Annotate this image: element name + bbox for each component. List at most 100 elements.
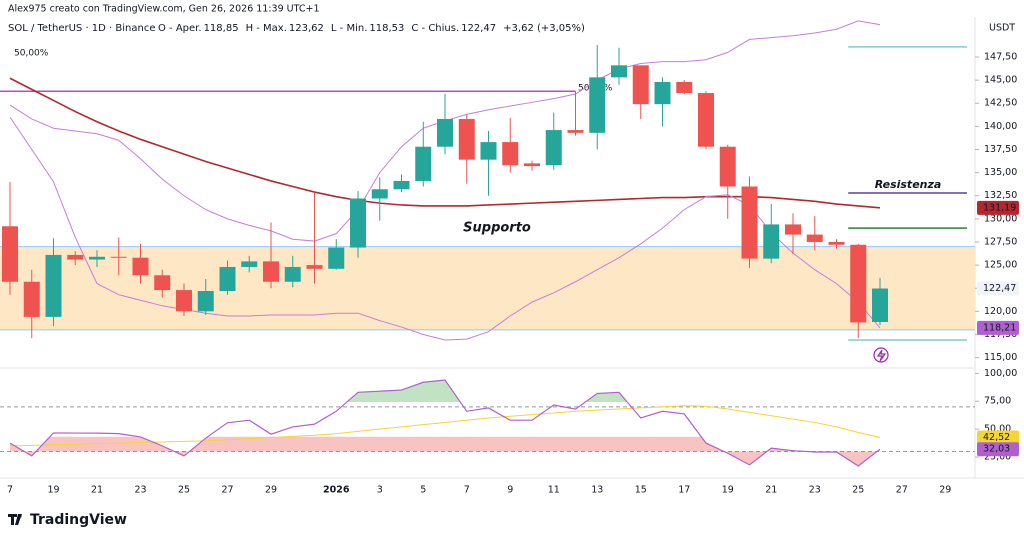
candle-body: [611, 65, 627, 78]
y-tick-label: 145,00: [984, 75, 1017, 86]
candle-body: [23, 281, 40, 317]
rsi-oversold-fill: [10, 436, 880, 466]
x-tick-label: 7: [464, 485, 470, 496]
legend-label: O - Aper.: [158, 23, 202, 34]
candle-body: [263, 261, 279, 282]
rsi-tick-label: 100,00: [984, 368, 1017, 379]
price-badge-label: 42,52: [983, 432, 1010, 443]
candle-body: [306, 265, 323, 269]
legend-label: H - Max.: [246, 23, 287, 34]
price-badge: [977, 442, 1019, 457]
y-tick-label: 142,50: [984, 98, 1017, 109]
candle-body: [828, 241, 845, 245]
x-tick-label: 2026: [323, 485, 350, 496]
rsi-ma-line: [9, 405, 881, 447]
candle-body: [545, 130, 562, 166]
y-tick-label: 115,00: [984, 352, 1017, 363]
x-tick-label: 23: [134, 485, 146, 496]
candle-body: [371, 189, 388, 199]
y-tick-label: 135,00: [984, 167, 1017, 178]
candle-body: [763, 224, 780, 259]
candle-body: [698, 93, 714, 147]
x-tick-label: 21: [765, 485, 777, 496]
candle-body: [502, 142, 519, 166]
x-tick-label: 7: [7, 485, 13, 496]
candle-body: [132, 257, 149, 276]
rsi-line: [9, 379, 881, 467]
price-badge-label: 118,21: [983, 322, 1016, 333]
zone-label: Supporto: [463, 221, 531, 236]
candle-body: [350, 198, 366, 248]
currency: USDT: [989, 23, 1015, 34]
fib-label: 50,00%: [14, 49, 49, 59]
candle-body: [219, 266, 236, 292]
y-tick-label: 125,00: [984, 260, 1017, 271]
logo-text: TradingView: [30, 512, 127, 528]
indicator-line: [9, 77, 881, 209]
candle-body: [154, 275, 171, 291]
candle-body: [480, 142, 497, 160]
x-tick-label: 27: [896, 485, 908, 496]
y-tick-label: 130,00: [984, 213, 1017, 224]
candle-body: [872, 288, 888, 322]
alert-icon[interactable]: [873, 347, 889, 363]
price-badge-label: 122,47: [983, 283, 1016, 294]
x-tick-label: 27: [221, 485, 233, 496]
candle-body: [89, 256, 105, 260]
candle-body: [654, 81, 671, 105]
x-tick-label: 13: [591, 485, 603, 496]
x-tick-label: 15: [635, 485, 647, 496]
y-tick-label: 147,50: [984, 51, 1017, 62]
rsi-tick-label: 50,00: [984, 424, 1011, 435]
x-tick-label: 5: [420, 485, 426, 496]
legend-text: SOL / TetherUS · 1D · Binance: [8, 23, 156, 34]
price-badge: [977, 430, 1019, 445]
candle-body: [110, 256, 127, 258]
candle-body: [676, 81, 693, 94]
candle-body: [328, 247, 345, 269]
x-tick-label: 29: [265, 485, 277, 496]
x-tick-label: 29: [939, 485, 951, 496]
x-tick-label: 11: [548, 485, 560, 496]
candle-body: [415, 146, 432, 181]
candle-body: [284, 266, 301, 282]
candle-body: [393, 180, 410, 190]
legend-value: 123,62: [289, 23, 324, 34]
level-label: Resistenza: [875, 178, 942, 191]
x-tick-label: 3: [377, 485, 383, 496]
legend-value: 118,53: [369, 23, 404, 34]
legend-value: 118,85: [204, 23, 239, 34]
x-tick-label: 25: [178, 485, 190, 496]
candle-body: [850, 244, 867, 323]
candle-body: [567, 130, 584, 133]
legend-change: +3,62 (+3,05%): [503, 23, 585, 34]
price-badge: [977, 320, 1019, 335]
rsi-overbought-fill: [346, 380, 628, 402]
candle-body: [632, 65, 649, 105]
price-badge-label: 131,19: [983, 202, 1016, 213]
candle-body: [524, 163, 540, 167]
candle-body: [589, 77, 606, 133]
header: Alex975 creato con TradingView.com, Gen …: [8, 4, 320, 15]
y-tick-label: 120,00: [984, 306, 1017, 317]
candle-body: [437, 118, 453, 147]
y-tick-label: 137,50: [984, 144, 1017, 155]
x-tick-label: 25: [852, 485, 864, 496]
candle-body: [719, 146, 736, 187]
x-tick-label: 9: [507, 485, 513, 496]
y-tick-label: 140,00: [984, 121, 1017, 132]
candle-body: [241, 261, 258, 267]
candle-body: [741, 186, 758, 259]
candle-body: [785, 224, 801, 235]
y-tick-label: 127,50: [984, 236, 1017, 247]
candle-body: [45, 254, 62, 317]
candle-body: [197, 291, 214, 312]
price-badge-label: 32,03: [983, 444, 1010, 455]
candle-body: [458, 118, 475, 160]
candle-body: [806, 234, 823, 242]
candle-body: [176, 290, 192, 312]
rsi-tick-label: 75,00: [984, 396, 1011, 407]
candle-body: [67, 254, 84, 260]
price-badge: [977, 200, 1019, 215]
